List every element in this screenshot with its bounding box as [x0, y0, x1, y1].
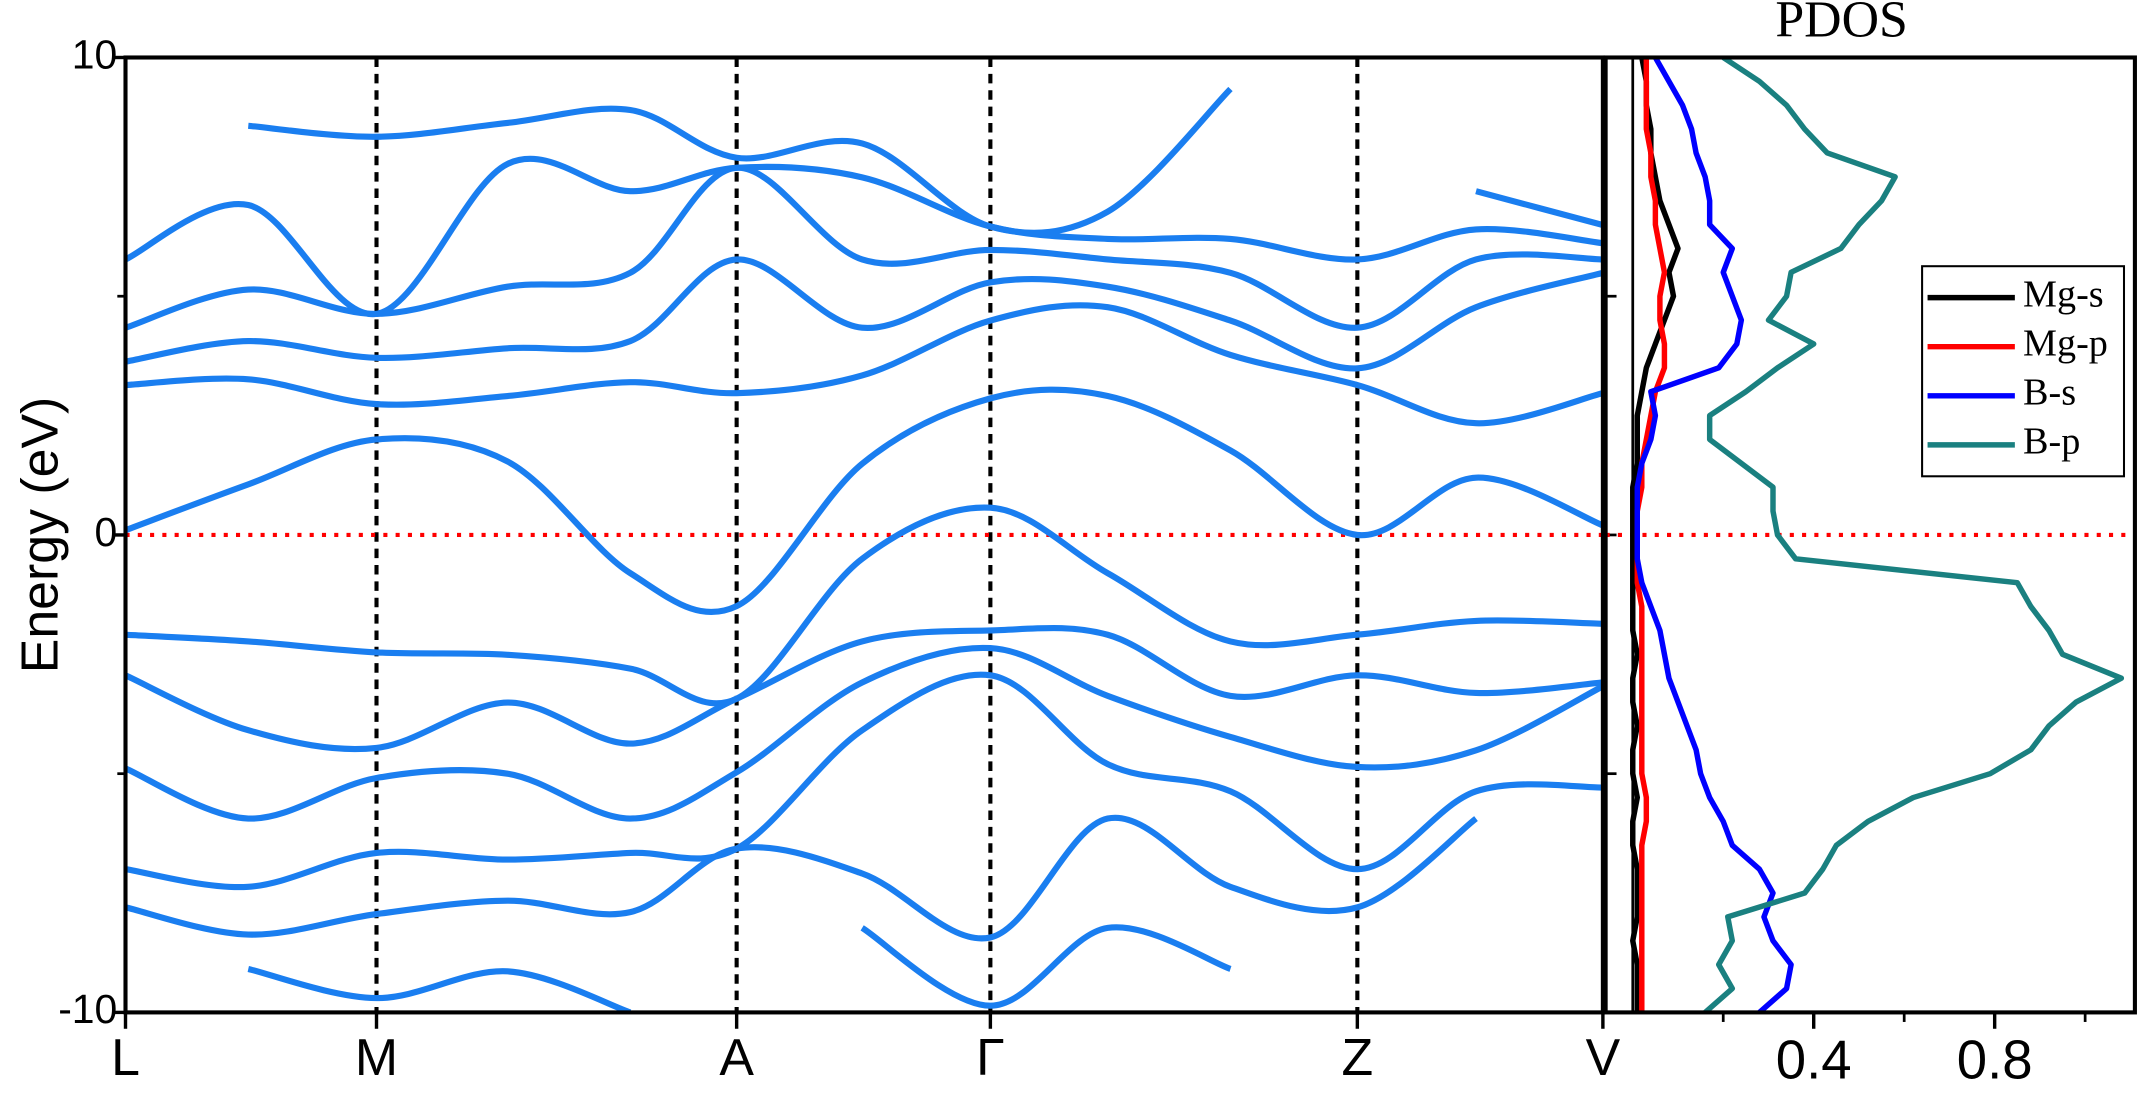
- plot-frame: [123, 55, 1605, 1015]
- y-tick-label: 10: [72, 31, 118, 77]
- x-tick-label: Γ: [976, 1028, 1005, 1086]
- band: [125, 814, 1478, 942]
- x-tick-label: 0.8: [1957, 1030, 2033, 1091]
- y-axis-title: Energy (eV): [10, 397, 68, 674]
- pdos-line: [1630, 57, 1681, 1013]
- legend-box: [1921, 265, 2126, 478]
- band: [125, 625, 1603, 753]
- pdos-line: [1703, 57, 2125, 1013]
- pdos-title: PDOS: [1775, 0, 1908, 49]
- band: [248, 86, 1603, 236]
- band: [248, 927, 1476, 1012]
- band: [125, 386, 1603, 616]
- legend-label: Mg-p: [2023, 322, 2108, 364]
- band: [125, 256, 1603, 372]
- legend-label: B-s: [2023, 372, 2076, 414]
- band: [125, 644, 1603, 822]
- x-tick-label: V: [1586, 1028, 1621, 1086]
- pdos-curves: [1630, 57, 2125, 1013]
- y-tick-label: 0: [95, 509, 118, 555]
- pdos-line: [1634, 57, 1794, 1013]
- legend-label: B-p: [2023, 421, 2080, 463]
- legend-label: Mg-s: [2023, 273, 2104, 315]
- y-tick-label: -10: [58, 986, 117, 1032]
- band: [125, 504, 1603, 707]
- x-tick-label: 0.4: [1776, 1030, 1852, 1091]
- x-tick-label: M: [355, 1028, 398, 1086]
- band: [125, 164, 1603, 331]
- bands: [125, 86, 1603, 1012]
- band: [125, 302, 1603, 427]
- band: [125, 671, 1603, 891]
- plot-frame: [1603, 55, 2137, 1015]
- x-tick-label: L: [111, 1028, 140, 1086]
- band: [125, 155, 1603, 317]
- x-tick-label: Z: [1342, 1028, 1374, 1086]
- x-tick-label: A: [719, 1028, 754, 1086]
